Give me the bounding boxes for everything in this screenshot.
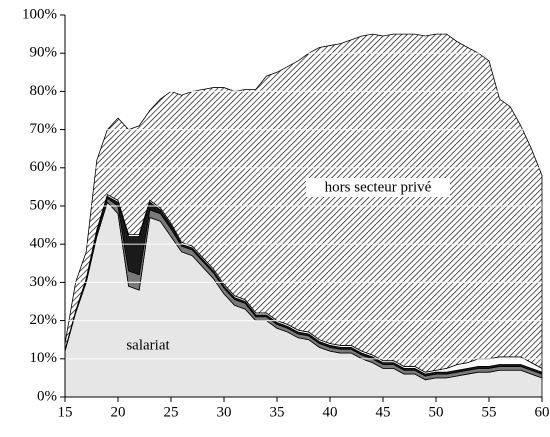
y-tick-label: 90% [30, 45, 58, 61]
annotation: salariat [126, 337, 170, 353]
y-tick-label: 20% [30, 312, 58, 328]
label-box [306, 178, 450, 197]
y-tick-label: 10% [30, 350, 58, 366]
x-tick-label: 55 [482, 404, 497, 420]
y-tick-label: 50% [30, 197, 58, 213]
x-tick-label: 40 [323, 404, 338, 420]
y-tick-label: 100% [22, 6, 57, 22]
x-tick-label: 25 [164, 404, 179, 420]
x-tick-label: 30 [217, 404, 232, 420]
annotation: hors secteur privé [325, 179, 432, 195]
y-tick-label: 0% [37, 388, 57, 404]
y-tick-label: 40% [30, 236, 58, 252]
area [64, 33, 543, 373]
y-tick-label: 70% [30, 121, 58, 137]
x-tick-label: 50 [429, 404, 444, 420]
x-tick-label: 60 [535, 404, 550, 420]
y-tick-label: 60% [30, 159, 58, 175]
y-tick-label: 80% [30, 83, 58, 99]
x-tick-label: 35 [270, 404, 285, 420]
x-tick-label: 15 [58, 404, 73, 420]
x-tick-label: 20 [111, 404, 126, 420]
y-tick-label: 30% [30, 274, 58, 290]
x-tick-label: 45 [376, 404, 391, 420]
